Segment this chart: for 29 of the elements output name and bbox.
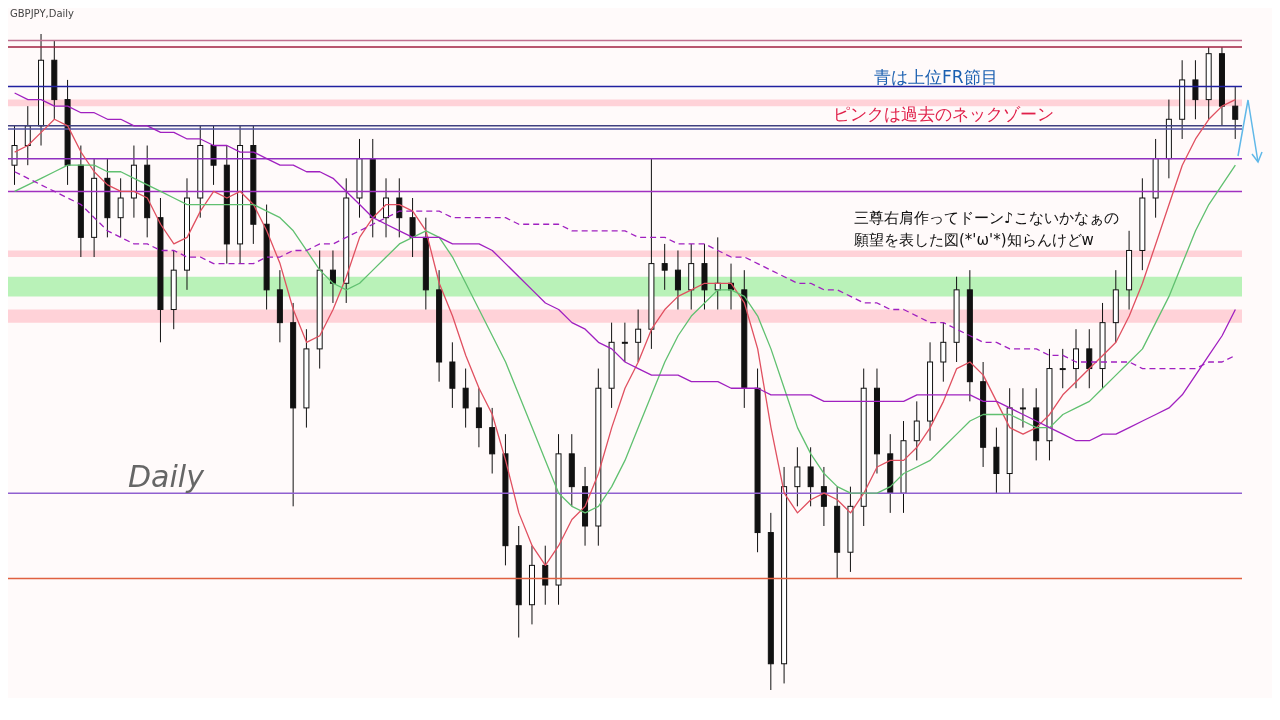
candlestick xyxy=(621,322,628,363)
chart-title: GBPJPY,Daily xyxy=(10,8,74,19)
candlestick xyxy=(1019,387,1026,429)
candlestick xyxy=(661,243,668,291)
candlestick xyxy=(674,249,681,311)
candlestick xyxy=(542,545,549,606)
candlestick xyxy=(409,197,416,258)
candlestick xyxy=(383,177,390,238)
candlestick xyxy=(475,387,482,448)
candlestick xyxy=(462,368,469,429)
candlestick xyxy=(913,400,920,461)
candlestick xyxy=(1086,328,1093,389)
candlestick xyxy=(794,446,801,507)
annotation: 三尊右肩作ってドーン♪こないかなぁの xyxy=(854,208,1119,229)
candlestick xyxy=(329,249,336,304)
candlestick xyxy=(1073,328,1080,389)
candlestick xyxy=(210,125,217,186)
candlestick xyxy=(1059,348,1066,389)
candlestick xyxy=(1232,85,1239,140)
candlestick xyxy=(1192,59,1199,120)
annotation: ピンクは過去のネックゾーン xyxy=(833,103,1054,126)
candlestick xyxy=(11,125,18,186)
annotation: 願望を表した図(*'ω'*)知らんけどw xyxy=(854,230,1094,251)
candlestick xyxy=(635,309,642,363)
annotation: Daily xyxy=(128,458,204,496)
annotation: 青は上位FR節目 xyxy=(874,66,998,89)
candlestick xyxy=(807,446,814,507)
candlestick xyxy=(940,322,947,383)
candlestick xyxy=(117,177,124,238)
